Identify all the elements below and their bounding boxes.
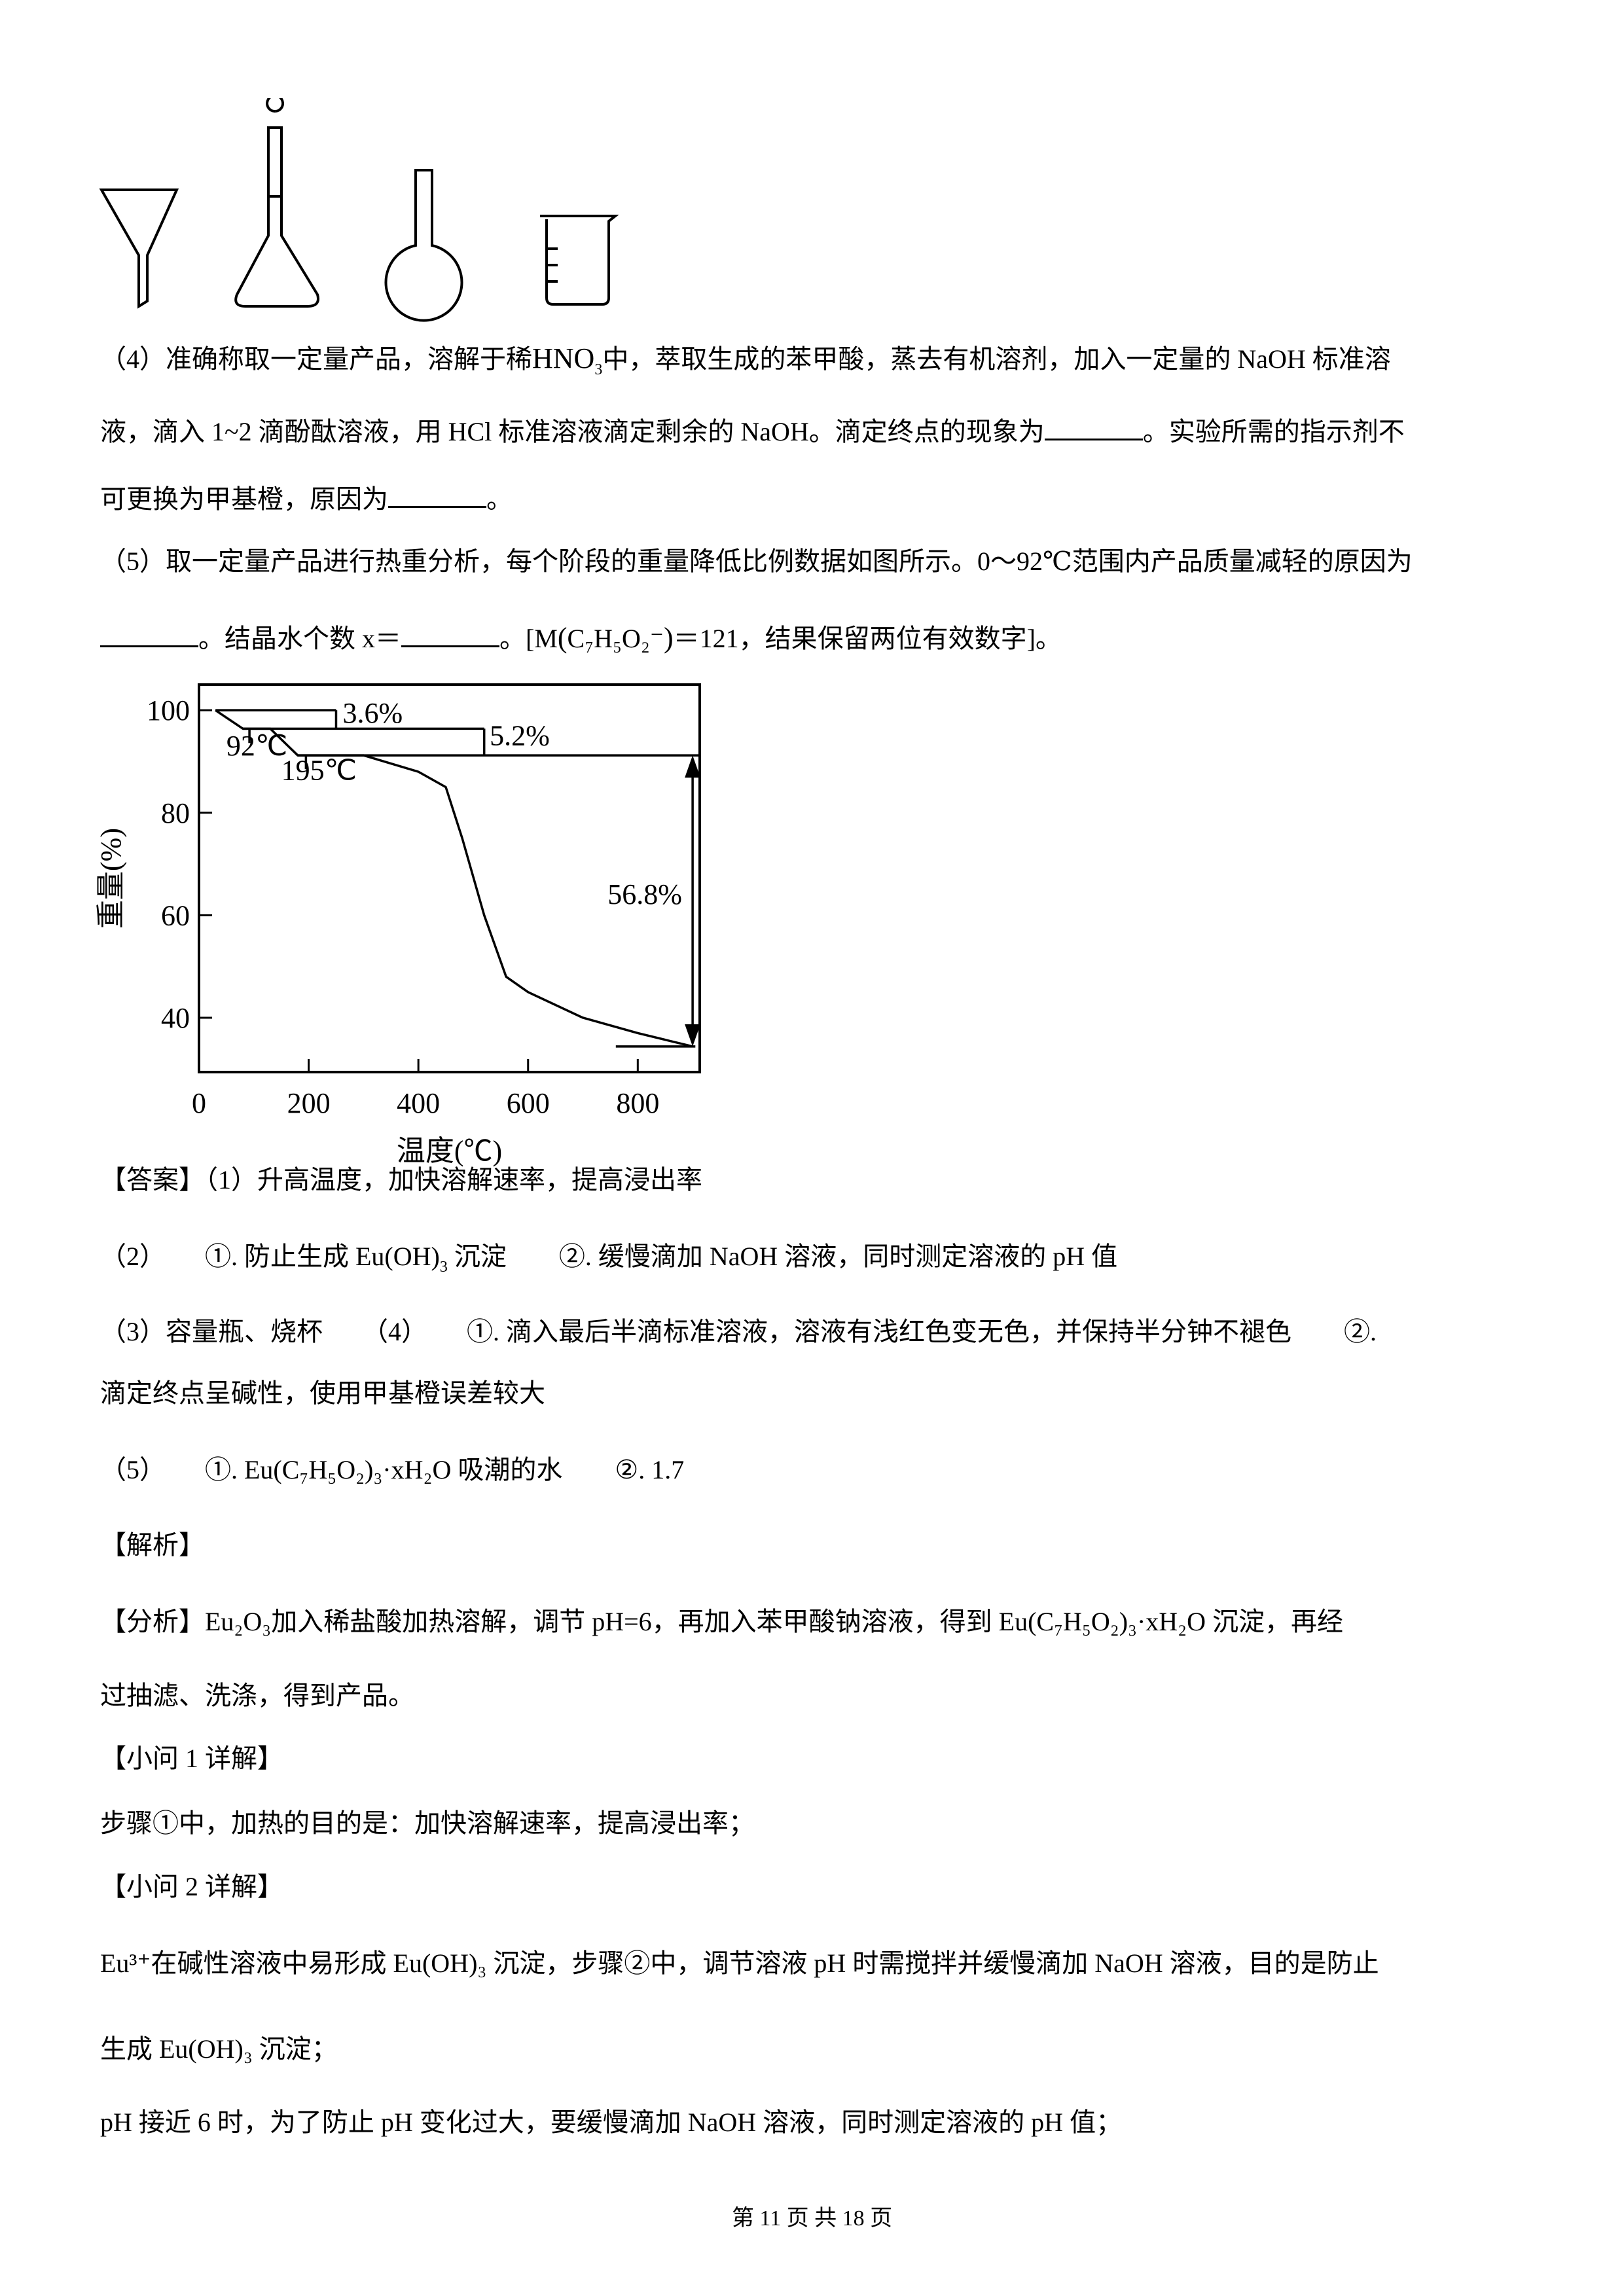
x-tick-label: 800	[616, 1087, 659, 1119]
q4-line-2: 液，滴入 1~2 滴酚酞溶液，用 HCl 标准溶液滴定剩余的 NaOH。滴定终点…	[100, 416, 1405, 446]
beaker-icon	[540, 215, 619, 306]
tga-chart: 0 200 400 600 800 40 60 80 100 温度(℃) 重量(%) 3.6% 5.2%…	[95, 683, 701, 1167]
answer-blank	[401, 623, 499, 647]
answer-line-4: 滴定终点呈碱性，使用甲基橙误差较大	[100, 1378, 545, 1408]
volumetric-flask-icon	[234, 98, 319, 308]
x-tick-label: 200	[287, 1087, 331, 1119]
answer-line-1: 【答案】（1）升高温度，加快溶解速率，提高浸出率	[100, 1165, 702, 1194]
annotation: 195℃	[281, 755, 357, 787]
q4-line-1: （4）准确称取一定量产品，溶解于稀HNO3中，萃取生成的苯甲酸，蒸去有机溶剂，加…	[100, 342, 1391, 378]
y-axis-label: 重量(%)	[95, 828, 127, 929]
answer-blank	[388, 484, 486, 508]
q5-line-2: 。结晶水个数 x＝ 。[M(C₇H₅O₂⁻)＝121，结果保留两位有效数字]。	[100, 620, 1062, 657]
funnel-icon	[99, 188, 179, 309]
answer-line-5: （5） ①. Eu(C₇H₅O₂)₃·xH₂O 吸潮的水 ②. 1.7	[100, 1455, 685, 1484]
y-tick-label: 60	[161, 899, 190, 931]
q5-line-1: （5）取一定量产品进行热重分析，每个阶段的重量降低比例数据如图所示。0～92℃范…	[100, 547, 1413, 576]
weight-curve	[215, 709, 693, 1048]
answer-line-2: （2） ①. 防止生成 Eu(OH)3 沉淀 ②. 缓慢滴加 NaOH 溶液，同时…	[100, 1242, 1118, 1276]
answer-blank	[100, 623, 198, 647]
annotation: 5.2%	[490, 719, 550, 751]
answer-blank	[1044, 416, 1143, 440]
analysis-line-2: 过抽滤、洗涤，得到产品。	[100, 1681, 414, 1710]
answer-tag: 【答案】	[100, 1165, 205, 1194]
x-tick-label: 600	[507, 1087, 550, 1119]
annotation: 3.6%	[343, 697, 403, 729]
y-tick-label: 80	[161, 797, 190, 829]
page-footer: 第 11 页 共 18 页	[731, 2206, 893, 2231]
plot-frame	[198, 683, 701, 1073]
x-axis-label: 温度(℃)	[397, 1135, 502, 1167]
y-tick-label: 40	[161, 1002, 190, 1034]
q2-text-3: pH 接近 6 时，为了防止 pH 变化过大，要缓慢滴加 NaOH 溶液，同时测…	[100, 2108, 1123, 2137]
x-tick-label: 0	[192, 1087, 206, 1119]
q1-text: 步骤①中，加热的目的是：加快溶解速率，提高浸出率；	[100, 1808, 755, 1838]
q2-title: 【小问 2 详解】	[100, 1872, 283, 1901]
y-tick-label: 100	[147, 694, 190, 726]
analysis-title: 【解析】	[100, 1530, 205, 1560]
annotation: 56.8%	[607, 878, 682, 910]
answer-line-3: （3）容量瓶、烧杯 （4） ①. 滴入最后半滴标准溶液，溶液有浅红色变无色，并保…	[100, 1317, 1377, 1346]
x-tick-label: 400	[397, 1087, 440, 1119]
q2-text-2: 生成 Eu(OH)₃ 沉淀；	[100, 2034, 338, 2064]
q1-title: 【小问 1 详解】	[100, 1744, 283, 1773]
analysis-line-1: 【分析】Eu₂O₃加入稀盐酸加热溶解，调节 pH=6，再加入苯甲酸钠溶液，得到 …	[100, 1607, 1344, 1636]
q4-line-3: 可更换为甲基橙，原因为。	[100, 484, 513, 514]
round-bottom-flask-icon	[384, 169, 463, 322]
apparatus-illustration	[99, 98, 619, 322]
annotation: 92℃	[226, 730, 287, 762]
q2-text-1: Eu³⁺在碱性溶液中易形成 Eu(OH)₃ 沉淀，步骤②中，调节溶液 pH 时需…	[100, 1948, 1379, 1978]
